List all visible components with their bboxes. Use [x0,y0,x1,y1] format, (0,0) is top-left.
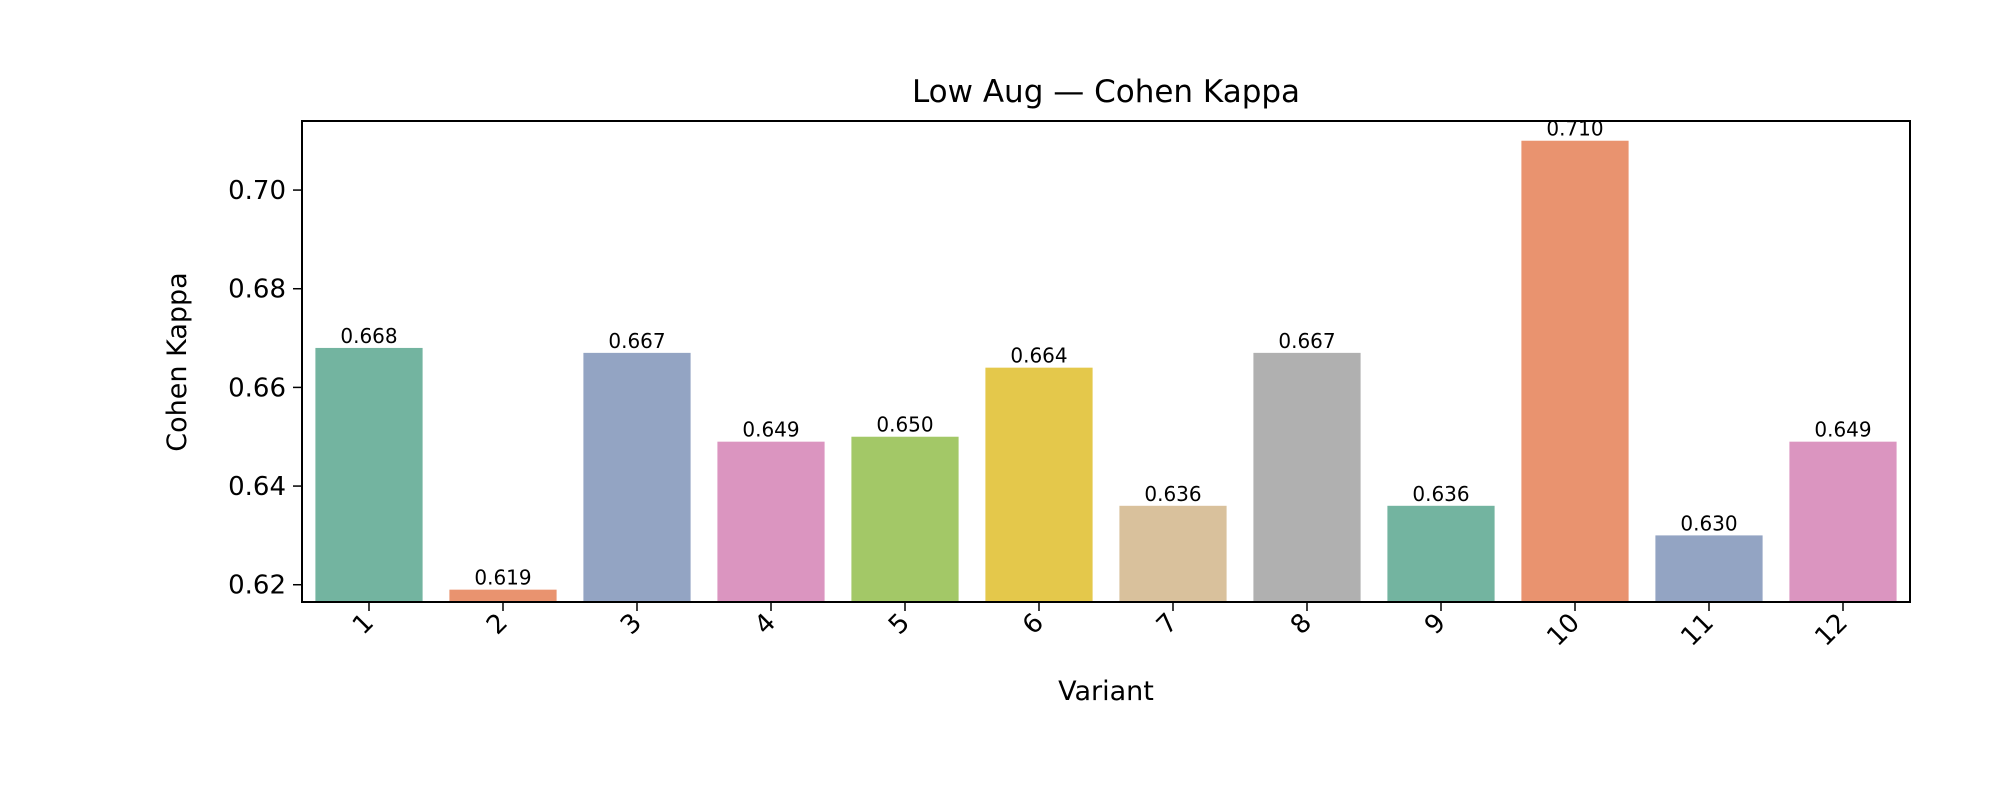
x-tick-label-10: 10 [1541,608,1586,653]
data-label-2: 0.619 [474,566,531,590]
data-label-4: 0.649 [742,418,799,442]
x-tick-label-7: 7 [1151,608,1184,641]
x-tick-label-11: 11 [1675,608,1720,653]
y-axis: 0.62 0.64 0.66 0.68 0.70 [228,176,302,601]
bar-3 [583,352,691,602]
bar-12 [1789,441,1897,602]
bar-1 [315,347,423,602]
data-label-8: 0.667 [1278,329,1335,353]
x-tick-label-8: 8 [1285,608,1318,641]
x-tick-label-2: 2 [481,608,514,641]
bar-4 [717,441,825,602]
bar-9 [1387,505,1495,602]
data-label-1: 0.668 [340,324,397,348]
y-tick-label: 0.70 [228,176,286,206]
x-tick-label-12: 12 [1809,608,1854,653]
x-axis-label: Variant [1058,676,1154,707]
y-axis-label: Cohen Kappa [162,272,193,451]
data-label-3: 0.667 [608,329,665,353]
y-tick-label: 0.66 [228,373,286,403]
x-tick-label-1: 1 [347,608,380,641]
bars-group [315,140,1897,602]
x-tick-label-3: 3 [615,608,648,641]
plot-frame [301,120,1911,603]
bar-2 [449,589,557,602]
y-tick-label: 0.62 [228,571,286,601]
y-tick-label: 0.68 [228,275,286,305]
bar-6 [985,367,1093,602]
data-label-6: 0.664 [1010,344,1067,368]
x-axis: 1 2 3 4 5 6 7 8 9 10 11 12 [347,602,1854,652]
x-tick-label-9: 9 [1419,608,1452,641]
data-label-9: 0.636 [1412,482,1469,506]
bar-8 [1253,352,1361,602]
bar-5 [851,436,959,602]
data-label-5: 0.650 [876,413,933,437]
x-tick-label-5: 5 [883,608,916,641]
chart-title: Low Aug — Cohen Kappa [912,74,1300,110]
y-tick-label: 0.64 [228,472,286,502]
x-tick-label-6: 6 [1017,608,1050,641]
data-label-7: 0.636 [1144,482,1201,506]
bar-7 [1119,505,1227,602]
bar-11 [1655,535,1763,602]
data-labels-group: 0.668 0.619 0.667 0.649 0.650 0.664 0.636 0.667… [340,117,1871,590]
data-label-12: 0.649 [1814,418,1871,442]
x-tick-label-4: 4 [749,608,782,641]
bar-10 [1521,140,1629,602]
data-label-11: 0.630 [1680,511,1737,535]
